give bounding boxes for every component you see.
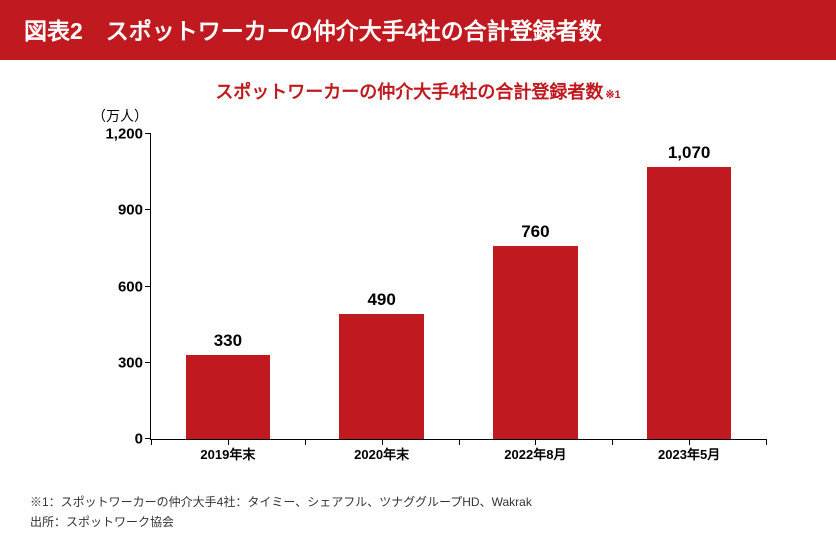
- x-boundary-tick: [151, 439, 152, 445]
- y-tick-label: 0: [91, 431, 143, 448]
- bar: 1,070: [647, 167, 732, 439]
- y-tick-mark: [145, 133, 151, 134]
- y-tick-mark: [145, 362, 151, 363]
- x-boundary-tick: [459, 439, 460, 445]
- bar: 490: [339, 314, 424, 439]
- bar-value-label: 330: [186, 331, 271, 351]
- chart-area: （万人） 03006009001,2003302019年末4902020年末76…: [40, 110, 796, 470]
- x-tick-mark: [535, 439, 536, 445]
- chart-title: スポットワーカーの仲介大手4社の合計登録者数※1: [0, 78, 836, 104]
- y-tick-mark: [145, 286, 151, 287]
- bar: 330: [186, 355, 271, 439]
- x-tick-label: 2023年5月: [658, 444, 720, 463]
- footnote-1: ※1：スポットワーカーの仲介大手4社：タイミー、シェアフル、ツナググループHD、…: [30, 492, 806, 512]
- footnote-source: 出所：スポットワーク協会: [30, 512, 806, 532]
- bar: 760: [493, 246, 578, 439]
- x-tick-mark: [228, 439, 229, 445]
- y-axis-unit: （万人）: [92, 106, 148, 126]
- x-boundary-tick: [612, 439, 613, 445]
- y-tick-label: 300: [91, 354, 143, 371]
- bar-value-label: 490: [339, 290, 424, 310]
- x-boundary-tick: [766, 439, 767, 445]
- chart-title-text: スポットワーカーの仲介大手4社の合計登録者数: [215, 82, 603, 102]
- bar-value-label: 1,070: [647, 143, 732, 163]
- y-tick-mark: [145, 209, 151, 210]
- x-tick-label: 2022年8月: [504, 444, 566, 463]
- y-tick-label: 600: [91, 278, 143, 295]
- y-tick-label: 900: [91, 202, 143, 219]
- x-tick-mark: [689, 439, 690, 445]
- x-tick-mark: [382, 439, 383, 445]
- header-band: 図表2 スポットワーカーの仲介大手4社の合計登録者数: [0, 0, 836, 60]
- bar-value-label: 760: [493, 222, 578, 242]
- x-boundary-tick: [305, 439, 306, 445]
- plot-region: 03006009001,2003302019年末4902020年末7602022…: [150, 134, 766, 440]
- footnotes: ※1：スポットワーカーの仲介大手4社：タイミー、シェアフル、ツナググループHD、…: [30, 492, 806, 533]
- y-tick-label: 1,200: [91, 126, 143, 143]
- header-title: 図表2 スポットワーカーの仲介大手4社の合計登録者数: [24, 18, 602, 44]
- x-tick-label: 2020年末: [354, 444, 409, 463]
- chart-title-note-ref: ※1: [605, 89, 620, 101]
- x-tick-label: 2019年末: [200, 444, 255, 463]
